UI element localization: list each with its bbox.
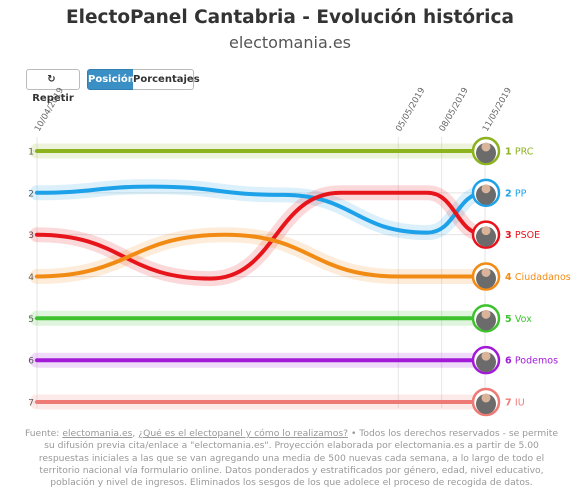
legend-label-vox: 5 Vox [505,314,532,325]
legend-label-iu: 7 IU [505,398,525,409]
chart-subtitle: electomania.es [228,33,352,52]
avatar-body [476,143,496,163]
avatar-body [476,394,496,414]
percentages-toggle-label: Porcentajes [133,74,200,85]
series-line-pp [35,184,487,235]
legend-party-name: PSOE [515,230,540,241]
avatar-face [481,184,491,194]
legend-label-podemos: 6 Podemos [505,356,558,367]
candidate-avatar-pp [471,178,501,208]
legend-party-name: PP [515,188,527,199]
y-tick-label: 4 [28,273,34,283]
footer-source-prefix: Fuente: [24,428,63,439]
legend-rank: 2 [505,188,515,199]
series-line-ciudadanos [35,232,487,279]
candidate-avatar-vox [471,304,501,333]
footer-note: Fuente: electomania.es, ¿Qué es el elect… [24,428,559,489]
avatar-face [481,268,491,277]
footer-text: • Todos los derechos reservados - se per… [38,428,559,489]
avatar-body [476,352,496,373]
x-tick-label: 08/05/2019 [438,86,471,133]
repeat-button[interactable]: ↻ Repetir [26,69,80,104]
line-chart: 1 2 3 4 5 6 7 10/04/2019 05/05/2019 08/05/2019 11/… [28,86,571,417]
legend-label-prc: 1 PRC [505,147,534,158]
legend-rank: 7 [505,398,515,409]
footer-method-link[interactable]: ¿Qué es el electopanel y cómo lo realiza… [138,428,349,439]
legend-rank: 5 [505,314,515,325]
avatar-body [476,226,496,247]
x-tick-label: 05/05/2019 [394,86,427,133]
legend-party-name: Vox [515,314,532,325]
x-tick-label: 11/05/2019 [481,86,514,133]
position-toggle-label: Posición [88,74,135,85]
legend-label-psoe: 3 PSOE [505,230,540,241]
y-tick-label: 6 [28,357,34,367]
series-line-psoe [35,190,487,281]
y-tick-label: 2 [28,189,34,199]
position-toggle-button[interactable]: Posición [87,69,135,90]
avatar-body [476,184,496,205]
avatar-face [481,309,491,319]
legend-rank: 4 [505,272,515,283]
y-tick-label: 1 [28,148,34,158]
avatar-body [476,268,496,289]
avatar-face [481,226,491,236]
y-tick-label: 7 [28,399,34,409]
legend-rank: 3 [505,230,515,241]
footer-sep: , [132,428,139,439]
legend-party-name: Ciudadanos [515,272,571,283]
candidate-avatar-iu [471,387,501,417]
legend-label-pp: 2 PP [505,188,527,199]
candidate-avatar-podemos [471,345,501,375]
footer-source-link[interactable]: electomania.es [62,428,133,439]
legend-rank: 1 [505,147,515,158]
avatar-face [481,142,491,152]
avatar-face [481,393,491,403]
avatar-body [476,310,496,331]
repeat-button-label: Repetir [32,93,74,104]
legend-rank: 6 [505,356,515,367]
legend-label-ciudadanos: 4 Ciudadanos [505,272,571,283]
x-tick-label: 10/04/2019 [33,86,66,133]
avatar-face [481,351,491,361]
legend-party-name: PRC [515,147,534,158]
candidate-avatar-prc [471,136,501,166]
legend-party-name: Podemos [515,356,558,367]
candidate-avatar-ciudadanos [471,262,501,291]
reload-icon: ↻ [47,74,56,85]
y-tick-label: 3 [28,231,34,241]
percentages-toggle-button[interactable]: Porcentajes [133,69,200,90]
candidate-avatar-psoe [471,220,501,249]
y-tick-label: 5 [28,315,34,325]
chart-title: ElectoPanel Cantabria - Evolución histór… [66,7,514,28]
legend-party-name: IU [515,398,525,409]
